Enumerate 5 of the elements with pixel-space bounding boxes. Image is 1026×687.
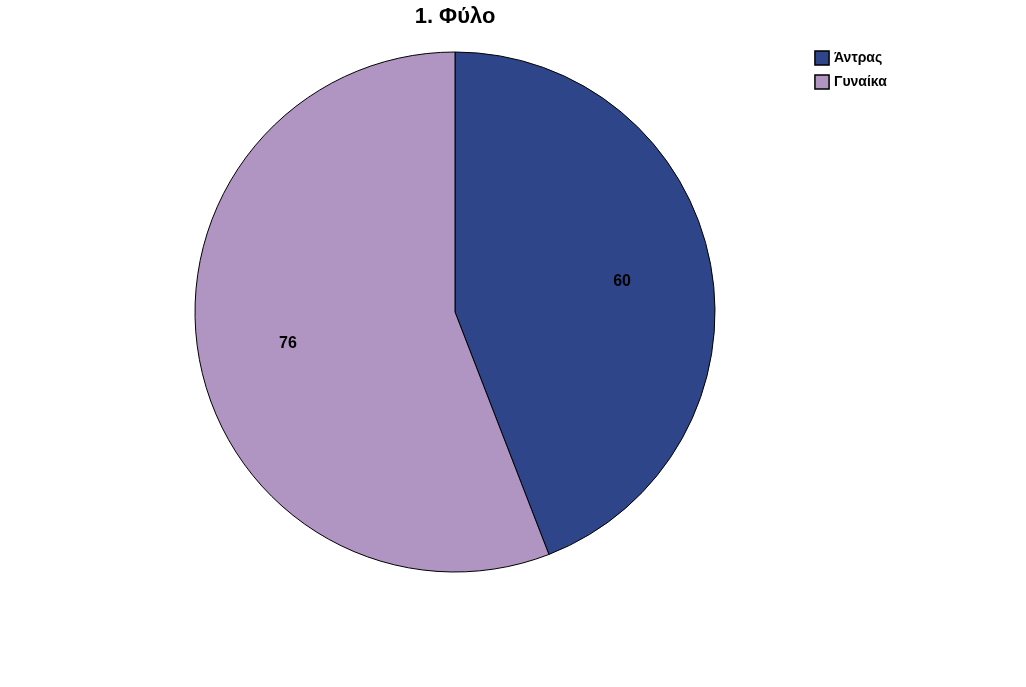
data-label: 60 [613, 271, 632, 289]
legend-label: Άντρας [834, 49, 883, 65]
chart-title: 1. Φύλο [414, 3, 496, 28]
legend-label: Γυναίκα [834, 73, 888, 89]
data-label: 76 [279, 334, 297, 352]
